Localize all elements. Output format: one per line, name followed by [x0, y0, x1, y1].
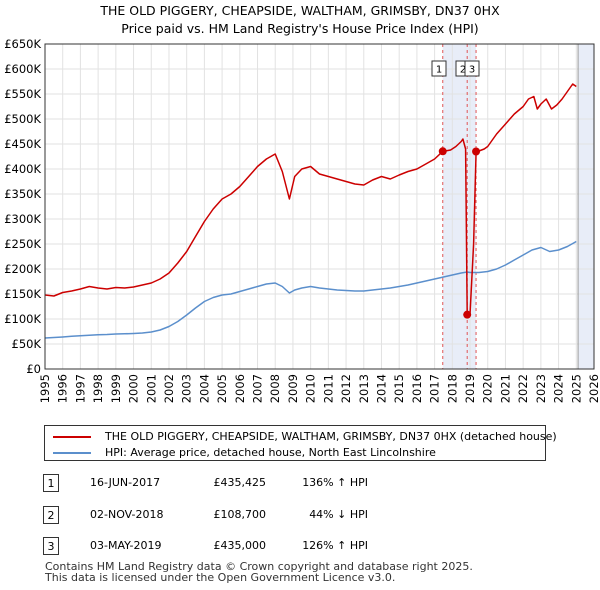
x-tick-label: 2021	[498, 374, 512, 403]
price-chart: 1 2 3 £0 £50K £100K £150K £200K £250K £300K £350K £…	[4, 37, 600, 403]
x-tick-label: 1998	[91, 374, 105, 403]
x-tick-label: 2006	[233, 374, 247, 403]
x-tick-label: 2000	[127, 374, 141, 403]
y-tick-label: £550K	[4, 87, 41, 101]
x-tick-label: 2008	[268, 374, 282, 403]
y-tick-label: £250K	[4, 237, 41, 251]
x-tick-label: 2005	[215, 374, 229, 403]
legend: THE OLD PIGGERY, CHEAPSIDE, WALTHAM, GRI…	[44, 425, 557, 461]
footer-copyright: Contains HM Land Registry data © Crown c…	[45, 560, 473, 573]
y-tick-label: £350K	[4, 187, 41, 201]
sale-row: 1 16-JUN-2017 £435,425 136% ↑ HPI	[0, 474, 600, 494]
sale-label-box	[431, 60, 447, 77]
chart-subtitle: Price paid vs. HM Land Registry's House …	[121, 21, 479, 36]
sale-row: 2 02-NOV-2018 £108,700 44% ↓ HPI	[0, 506, 600, 526]
property-price-line	[44, 83, 577, 316]
x-tick-label: 2001	[144, 374, 158, 403]
hpi-line	[44, 240, 577, 339]
x-tick-label: 2026	[587, 374, 600, 403]
sale-price: £108,700	[213, 508, 267, 521]
y-tick-label: £650K	[4, 37, 41, 51]
x-tick-label: 2020	[481, 374, 495, 403]
x-tick-label: 2015	[392, 374, 406, 403]
y-tick-label: £0	[26, 362, 41, 376]
plot-area	[45, 44, 594, 369]
sale-label: 2	[460, 65, 466, 76]
x-tick-label: 2024	[552, 374, 566, 403]
footer-licence: This data is licensed under the Open Gov…	[45, 571, 396, 584]
y-tick-label: £300K	[4, 212, 41, 226]
y-tick-label: £400K	[4, 162, 41, 176]
x-tick-label: 1996	[56, 374, 70, 403]
x-tick-label: 2002	[162, 374, 176, 403]
legend-hpi-swatch	[53, 452, 91, 454]
y-tick-label: £450K	[4, 137, 41, 151]
x-tick-label: 2007	[251, 374, 265, 403]
footer: Contains HM Land Registry data © Crown c…	[45, 561, 473, 583]
x-tick-label: 2016	[410, 374, 424, 403]
sale-number: 1	[43, 474, 59, 492]
sale-number: 2	[43, 506, 59, 524]
x-tick-label: 2023	[534, 374, 548, 403]
plot-frame	[44, 43, 595, 370]
sale-point	[472, 147, 481, 156]
sale-date: 03-MAY-2019	[90, 539, 162, 552]
sale-label: 1	[436, 65, 442, 76]
y-tick-label: £50K	[12, 337, 42, 351]
x-tick-label: 2009	[286, 374, 300, 403]
x-tick-label: 2019	[463, 374, 477, 403]
x-tick-label: 2017	[428, 374, 442, 403]
sale-date: 02-NOV-2018	[90, 508, 164, 521]
x-tick-label: 1997	[73, 374, 87, 403]
sale-point	[438, 147, 447, 156]
sale-label-box	[464, 60, 480, 77]
sale-point	[463, 310, 472, 319]
legend-property-label: THE OLD PIGGERY, CHEAPSIDE, WALTHAM, GRI…	[105, 430, 557, 443]
chart-title: THE OLD PIGGERY, CHEAPSIDE, WALTHAM, GRI…	[100, 3, 500, 18]
x-tick-label: 2003	[180, 374, 194, 403]
x-tick-label: 2014	[374, 374, 388, 403]
y-tick-label: £100K	[4, 312, 41, 326]
y-tick-label: £500K	[4, 112, 41, 126]
sale-hpi-change: 136% ↑ HPI	[302, 476, 368, 489]
sale-price: £435,425	[213, 476, 267, 489]
legend-hpi-label: HPI: Average price, detached house, Nort…	[105, 446, 436, 459]
sale-period-shade	[442, 44, 477, 369]
sale-label: 3	[469, 65, 475, 76]
x-tick-label: 2025	[569, 374, 583, 403]
y-tick-label: £600K	[4, 62, 41, 76]
x-tick-label: 2012	[339, 374, 353, 403]
x-tick-label: 2004	[197, 374, 211, 403]
x-tick-label: 2011	[321, 374, 335, 403]
x-tick-label: 1995	[38, 374, 52, 403]
legend-property-swatch	[53, 436, 91, 438]
forecast-region	[578, 44, 594, 369]
sale-date: 16-JUN-2017	[90, 476, 161, 489]
sale-price: £435,000	[213, 539, 267, 552]
x-tick-label: 2018	[445, 374, 459, 403]
sale-number: 3	[43, 537, 59, 555]
sale-hpi-change: 44% ↓ HPI	[309, 508, 368, 521]
x-tick-label: 2013	[357, 374, 371, 403]
x-tick-label: 2010	[304, 374, 318, 403]
x-tick-label: 1999	[109, 374, 123, 403]
x-tick-label: 2022	[516, 374, 530, 403]
sale-hpi-change: 126% ↑ HPI	[302, 539, 368, 552]
y-tick-label: £150K	[4, 287, 41, 301]
sale-row: 3 03-MAY-2019 £435,000 126% ↑ HPI	[0, 537, 600, 557]
y-tick-label: £200K	[4, 262, 41, 276]
